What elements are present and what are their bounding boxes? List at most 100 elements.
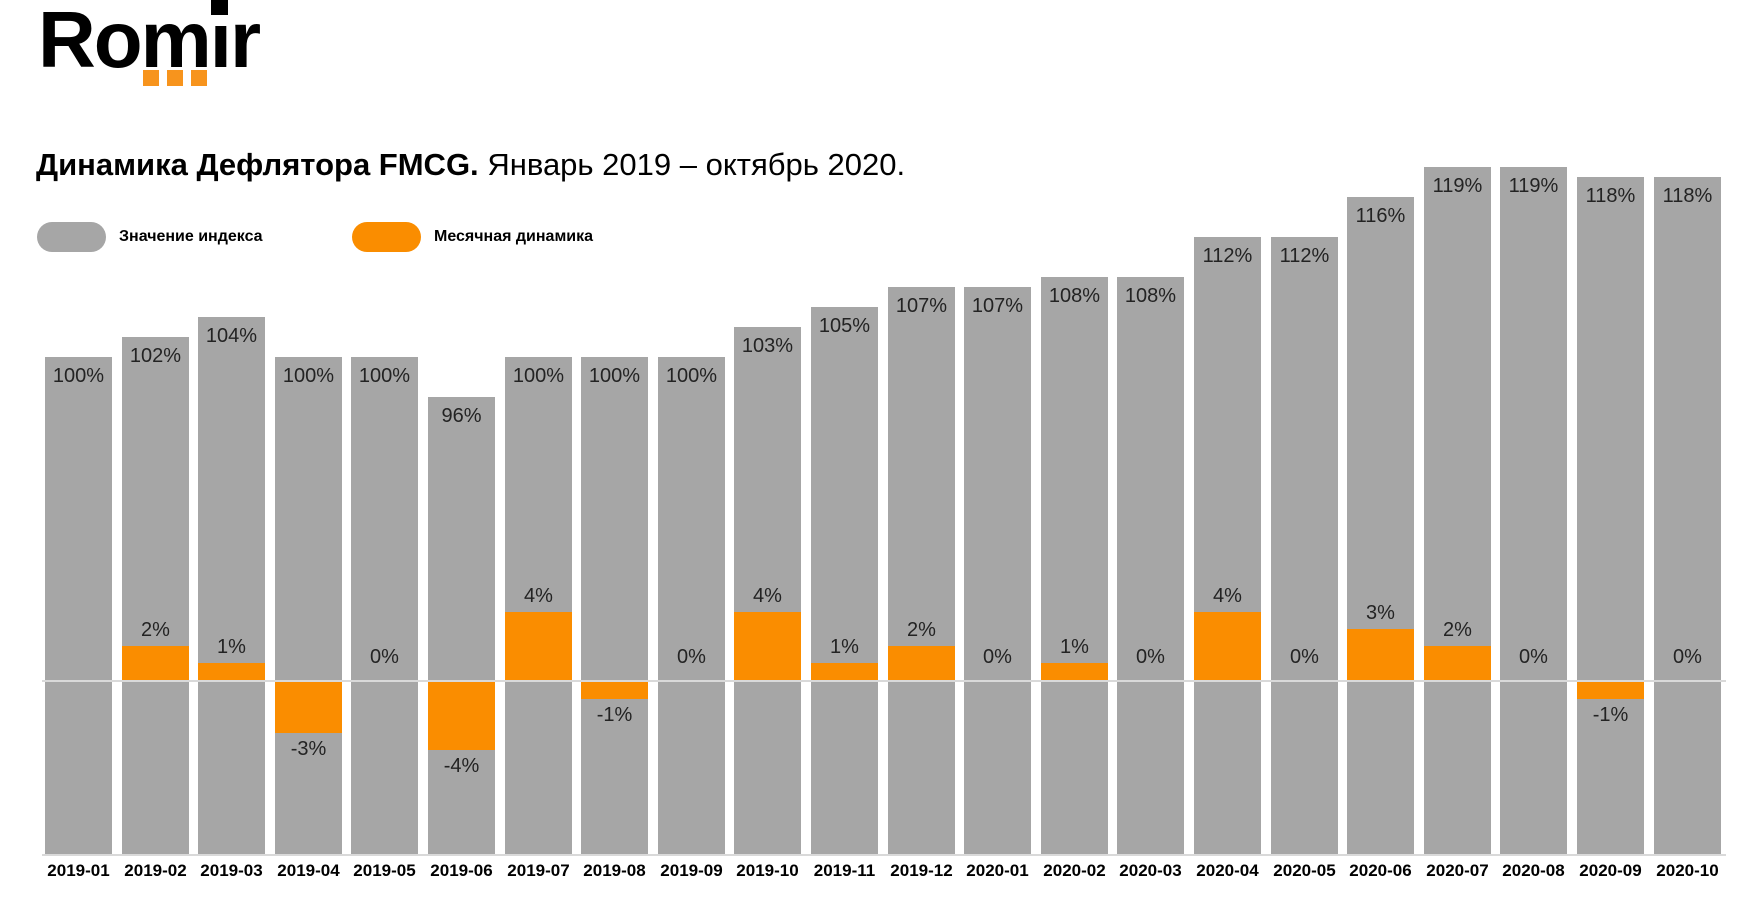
monthly-value-label: -1% xyxy=(596,704,633,726)
monthly-value-label: 1% xyxy=(1060,636,1089,658)
index-value-label: 108% xyxy=(1124,285,1177,307)
monthly-bar xyxy=(1577,682,1644,699)
chart-title-main: Динамика Дефлятора FMCG. xyxy=(36,147,479,182)
index-value-label: 104% xyxy=(205,325,258,347)
x-axis-label: 2020-04 xyxy=(1196,861,1259,880)
index-value-label: 107% xyxy=(895,295,948,317)
legend-label-monthly: Месячная динамика xyxy=(434,228,594,245)
legend-label-index: Значение индекса xyxy=(119,228,263,245)
x-axis-label: 2019-02 xyxy=(124,861,187,880)
index-bar xyxy=(1347,197,1414,855)
logo-orange-square-icon xyxy=(143,70,159,86)
x-axis-label: 2020-06 xyxy=(1349,861,1412,880)
monthly-bar xyxy=(428,682,495,750)
index-bar xyxy=(198,317,265,855)
index-bar xyxy=(811,307,878,855)
monthly-value-label: 0% xyxy=(1290,646,1319,668)
index-bar xyxy=(1500,167,1567,855)
index-value-label: 100% xyxy=(282,365,335,387)
index-value-label: 100% xyxy=(665,365,718,387)
logo-orange-square-icon xyxy=(167,70,183,86)
index-value-label: 116% xyxy=(1355,205,1406,227)
index-value-label: 100% xyxy=(512,365,565,387)
monthly-value-label: 0% xyxy=(1519,646,1548,668)
romir-logo-text: Romi r xyxy=(38,0,261,80)
x-axis-label: 2019-10 xyxy=(736,861,799,880)
chart-title-period: Январь 2019 – октябрь 2020. xyxy=(487,147,906,182)
index-bar xyxy=(1654,177,1721,855)
monthly-value-label: 0% xyxy=(677,646,706,668)
logo-orange-square-icon xyxy=(191,70,207,86)
monthly-bar xyxy=(1424,646,1491,680)
x-axis-label: 2020-08 xyxy=(1502,861,1565,880)
x-axis-label: 2019-04 xyxy=(277,861,340,880)
legend-item-index: Значение индекса xyxy=(37,222,263,252)
index-bar xyxy=(658,357,725,855)
x-axis-label: 2019-09 xyxy=(660,861,723,880)
romir-logo: Romi r xyxy=(38,0,338,100)
x-axis-label: 2019-03 xyxy=(200,861,263,880)
monthly-value-label: 4% xyxy=(1213,585,1242,607)
monthly-bar xyxy=(1347,629,1414,680)
x-axis-label: 2020-10 xyxy=(1656,861,1719,880)
monthly-value-label: 1% xyxy=(830,636,859,658)
index-bar xyxy=(45,357,112,855)
index-bar xyxy=(1577,177,1644,855)
logo-square-dot-icon xyxy=(210,0,228,15)
monthly-value-label: 4% xyxy=(524,585,553,607)
x-axis-label: 2019-01 xyxy=(47,861,110,880)
x-axis-label: 2019-12 xyxy=(890,861,953,880)
index-bar xyxy=(1117,277,1184,855)
monthly-bar xyxy=(1194,612,1261,680)
monthly-value-label: -1% xyxy=(1592,704,1629,726)
monthly-value-label: 0% xyxy=(983,646,1012,668)
monthly-value-label: -4% xyxy=(443,755,480,777)
x-axis-label: 2019-07 xyxy=(507,861,570,880)
bottom-axis-line xyxy=(42,854,1726,856)
index-bar xyxy=(1424,167,1491,855)
index-value-label: 112% xyxy=(1202,245,1253,267)
monthly-value-label: 1% xyxy=(217,636,246,658)
x-axis-label: 2020-05 xyxy=(1273,861,1336,880)
x-axis-label: 2020-09 xyxy=(1579,861,1642,880)
index-bar xyxy=(888,287,955,855)
index-bar xyxy=(581,357,648,855)
monthly-value-label: 4% xyxy=(753,585,782,607)
monthly-value-label: -3% xyxy=(290,738,327,760)
monthly-value-label: 0% xyxy=(370,646,399,668)
monthly-value-label: 0% xyxy=(1673,646,1702,668)
monthly-value-label: 2% xyxy=(1443,619,1472,641)
x-axis-label: 2020-01 xyxy=(966,861,1029,880)
index-value-label: 102% xyxy=(129,345,182,367)
index-value-label: 118% xyxy=(1662,185,1713,207)
x-axis-label: 2019-11 xyxy=(813,861,876,880)
index-bar xyxy=(964,287,1031,855)
monthly-bar xyxy=(888,646,955,680)
monthly-bar xyxy=(275,682,342,733)
index-bar xyxy=(734,327,801,855)
index-value-label: 105% xyxy=(818,315,871,337)
index-bar xyxy=(1271,237,1338,855)
index-bar xyxy=(1194,237,1261,855)
monthly-bar xyxy=(581,682,648,699)
index-bar xyxy=(428,397,495,855)
legend-swatch-index xyxy=(37,222,106,252)
x-axis-label: 2019-06 xyxy=(430,861,493,880)
x-axis-label: 2020-02 xyxy=(1043,861,1106,880)
zero-baseline xyxy=(42,680,1726,682)
monthly-value-label: 3% xyxy=(1366,602,1395,624)
x-axis-label: 2019-08 xyxy=(583,861,646,880)
logo-letter-i: i xyxy=(210,0,232,80)
logo-text-part: r xyxy=(230,0,261,84)
index-value-label: 100% xyxy=(358,365,411,387)
index-bar xyxy=(1041,277,1108,855)
monthly-value-label: 0% xyxy=(1136,646,1165,668)
index-value-label: 100% xyxy=(52,365,105,387)
monthly-bar xyxy=(505,612,572,680)
logo-orange-squares xyxy=(143,70,207,86)
index-value-label: 119% xyxy=(1432,175,1483,197)
monthly-bar xyxy=(811,663,878,680)
index-value-label: 108% xyxy=(1048,285,1101,307)
